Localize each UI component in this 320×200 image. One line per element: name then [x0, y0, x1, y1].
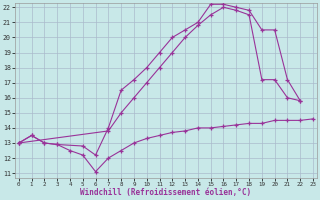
X-axis label: Windchill (Refroidissement éolien,°C): Windchill (Refroidissement éolien,°C) [80, 188, 252, 197]
